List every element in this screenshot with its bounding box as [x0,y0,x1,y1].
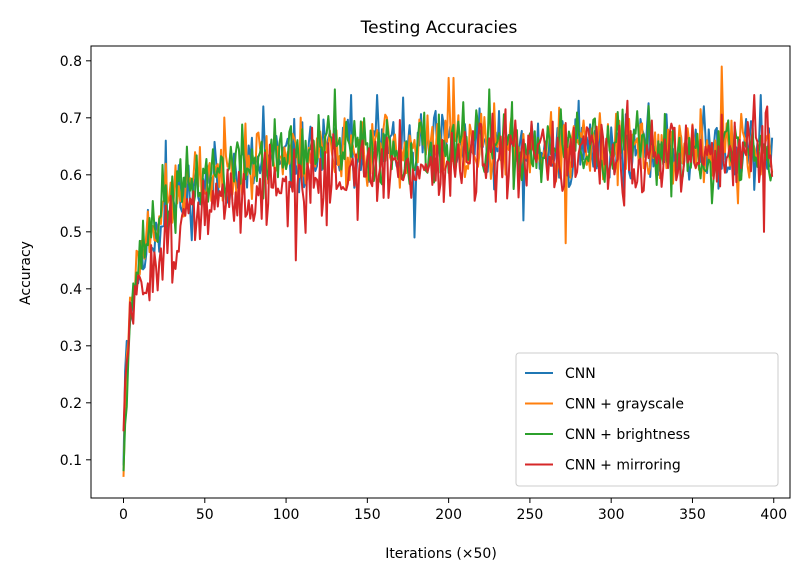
x-tick-label: 100 [273,507,300,523]
y-tick-label: 0.2 [60,396,82,412]
y-tick-label: 0.4 [60,282,82,298]
y-tick-label: 0.5 [60,225,82,241]
x-tick-label: 200 [435,507,462,523]
axes-frame [90,45,791,499]
y-tick-label: 0.1 [60,453,82,469]
x-tick-label: 350 [679,507,706,523]
y-tick-label: 0.6 [60,168,82,184]
legend: CNN CNN + grayscale CNN + brightness CNN + … [515,352,779,487]
legend-label: CNN + grayscale [565,397,684,413]
x-axis-label: Iterations (×50) [385,546,497,562]
plot-area [122,65,774,477]
x-tick-label: 150 [354,507,381,523]
y-tick-label: 0.7 [60,111,82,127]
y-tick-label: 0.8 [60,54,82,70]
legend-label: CNN + brightness [565,427,690,443]
x-tick-label: 0 [119,507,128,523]
x-tick-label: 300 [598,507,625,523]
y-tick-label: 0.3 [60,339,82,355]
x-tick-label: 400 [760,507,787,523]
y-axis-label: Accuracy [18,241,34,305]
legend-box [515,352,779,487]
axes: 0 50 100 150 200 250 300 350 400 0.1 0.2 0.3 0.4 0.5 0… [60,45,791,523]
series-line-3 [122,94,774,432]
x-tick-label: 50 [196,507,214,523]
chart-title: Testing Accuracies [360,18,518,38]
x-tick-label: 250 [517,507,544,523]
legend-label: CNN + mirroring [565,458,681,474]
legend-label: CNN [565,366,596,382]
